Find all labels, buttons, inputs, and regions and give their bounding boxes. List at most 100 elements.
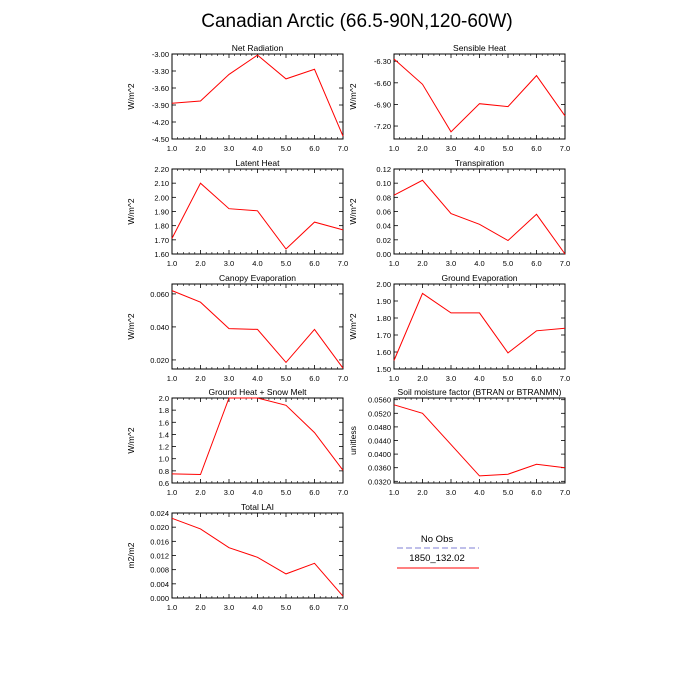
panel-canopy-evaporation: Canopy Evaporation W/m^2 1.0 2.0 3.0 4.0 5.0 6.… <box>126 273 348 383</box>
x-tick-label: 4.0 <box>252 374 262 383</box>
x-tick-label: 6.0 <box>531 259 541 268</box>
y-tick-label: 1.90 <box>154 208 169 217</box>
plot-frame <box>171 512 344 599</box>
x-tick-label: 1.0 <box>167 488 177 497</box>
y-tick-label: 1.4 <box>159 430 169 439</box>
y-tick-label: 0.020 <box>150 523 169 532</box>
y-tick-label: 0.008 <box>150 566 169 575</box>
y-tick-label: 2.20 <box>154 165 169 174</box>
y-tick-label: -3.90 <box>152 101 169 110</box>
y-tick-label: 1.60 <box>376 348 391 357</box>
y-tick-label: 0.6 <box>159 479 169 488</box>
series-line-1850-132-02 <box>393 404 566 477</box>
panel-title: Canopy Evaporation <box>219 273 296 283</box>
panel-title: Soil moisture factor (BTRAN or BTRANMN) <box>398 387 562 397</box>
series-line-1850-132-02 <box>393 179 566 255</box>
y-tick-label: 0.0320 <box>368 477 391 486</box>
x-tick-label: 7.0 <box>338 603 348 612</box>
y-tick-label: 0.0440 <box>368 437 391 446</box>
x-tick-label: 4.0 <box>252 603 262 612</box>
series-line-1850-132-02 <box>171 182 344 250</box>
y-tick-label: 0.024 <box>150 509 169 518</box>
panel-title: Ground Heat + Snow Melt <box>208 387 307 397</box>
series-line-1850-132-02 <box>171 290 344 369</box>
y-axis-label: W/m^2 <box>126 83 136 109</box>
x-tick-label: 5.0 <box>503 144 513 153</box>
y-tick-label: 0.0560 <box>368 396 391 405</box>
x-tick-label: 2.0 <box>195 603 205 612</box>
x-tick-label: 5.0 <box>503 374 513 383</box>
x-tick-label: 3.0 <box>224 488 234 497</box>
y-tick-label: 0.02 <box>376 236 391 245</box>
y-tick-label: -3.60 <box>152 84 169 93</box>
y-axis-label: W/m^2 <box>348 313 358 339</box>
x-tick-label: 5.0 <box>281 488 291 497</box>
panel-title: Sensible Heat <box>453 43 507 53</box>
y-tick-label: 0.06 <box>376 208 391 217</box>
y-tick-label: 0.12 <box>376 165 391 174</box>
x-tick-label: 5.0 <box>503 259 513 268</box>
plot-frame <box>171 397 344 484</box>
y-tick-label: 1.50 <box>376 365 391 374</box>
y-tick-label: -6.30 <box>374 57 391 66</box>
y-tick-label: 1.70 <box>376 331 391 340</box>
x-tick-label: 4.0 <box>474 259 484 268</box>
y-tick-label: 1.80 <box>376 314 391 323</box>
y-tick-label: 0.060 <box>150 290 169 299</box>
y-axis-label: W/m^2 <box>348 198 358 224</box>
y-tick-label: 0.04 <box>376 222 391 231</box>
y-tick-label: 0.016 <box>150 537 169 546</box>
y-tick-label: -7.20 <box>374 122 391 131</box>
y-tick-label: 0.8 <box>159 467 169 476</box>
y-tick-label: 2.00 <box>154 193 169 202</box>
y-tick-label: -6.90 <box>374 100 391 109</box>
x-tick-label: 4.0 <box>252 488 262 497</box>
series-line-1850-132-02 <box>393 58 566 133</box>
plot-frame <box>171 283 344 370</box>
panel-title: Total LAI <box>241 502 274 512</box>
panel-title: Transpiration <box>455 158 505 168</box>
y-tick-label: 0.0480 <box>368 423 391 432</box>
x-tick-label: 2.0 <box>417 144 427 153</box>
legend-entry-no-obs: No Obs <box>421 534 453 545</box>
y-tick-label: 1.2 <box>159 443 169 452</box>
x-tick-label: 7.0 <box>338 374 348 383</box>
x-tick-label: 6.0 <box>309 259 319 268</box>
x-tick-label: 1.0 <box>167 144 177 153</box>
panel-title: Net Radiation <box>232 43 284 53</box>
legend-entry-1850: 1850_132.02 <box>409 553 464 564</box>
y-tick-label: 0.000 <box>150 594 169 603</box>
x-tick-label: 2.0 <box>195 144 205 153</box>
y-tick-label: 1.80 <box>154 222 169 231</box>
x-tick-label: 3.0 <box>224 603 234 612</box>
y-tick-label: 0.004 <box>150 580 169 589</box>
plot-frame <box>393 397 566 484</box>
y-tick-label: 0.0400 <box>368 450 391 459</box>
y-axis-label: unitless <box>348 426 358 455</box>
x-tick-label: 3.0 <box>446 374 456 383</box>
x-tick-label: 2.0 <box>195 488 205 497</box>
y-axis-label: W/m^2 <box>126 198 136 224</box>
x-tick-label: 7.0 <box>560 259 570 268</box>
y-axis-label: m2/m2 <box>126 542 136 568</box>
x-tick-label: 1.0 <box>389 259 399 268</box>
y-axis-label: W/m^2 <box>126 427 136 453</box>
y-axis-label: W/m^2 <box>126 313 136 339</box>
x-tick-label: 7.0 <box>560 374 570 383</box>
x-tick-label: 1.0 <box>389 488 399 497</box>
y-tick-label: 1.6 <box>159 418 169 427</box>
x-tick-label: 7.0 <box>560 144 570 153</box>
y-tick-label: -3.30 <box>152 67 169 76</box>
x-tick-label: 3.0 <box>446 259 456 268</box>
y-tick-label: 1.90 <box>376 297 391 306</box>
series-line-1850-132-02 <box>171 517 344 597</box>
x-tick-label: 5.0 <box>281 603 291 612</box>
x-tick-label: 3.0 <box>224 259 234 268</box>
panels: Net Radiation W/m^2 1.0 2.0 3.0 4.0 5.0 6.0 7.0 -… <box>126 43 570 612</box>
panel-ground-heat-snow-melt: Ground Heat + Snow Melt W/m^2 1.0 2.0 3.0 4.0… <box>126 387 348 497</box>
x-tick-label: 5.0 <box>281 374 291 383</box>
x-tick-label: 7.0 <box>338 144 348 153</box>
y-tick-label: -6.60 <box>374 79 391 88</box>
y-tick-label: 0.0520 <box>368 409 391 418</box>
